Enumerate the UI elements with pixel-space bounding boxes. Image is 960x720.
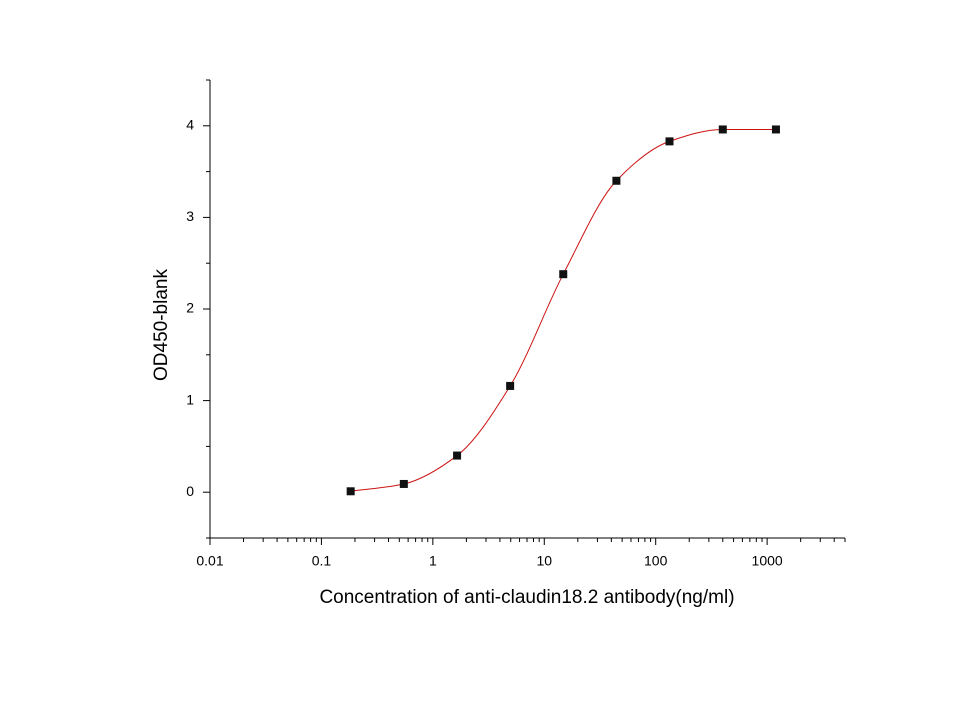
- y-tick-label: 3: [186, 208, 194, 224]
- y-tick-label: 0: [186, 483, 194, 499]
- data-point: [453, 451, 462, 460]
- data-point: [506, 381, 515, 390]
- x-tick-label: 10: [536, 553, 552, 569]
- fit-curve: [350, 128, 776, 492]
- x-tick-label: 1: [429, 553, 437, 569]
- data-point: [771, 125, 780, 134]
- y-axis-title: OD450-blank: [151, 269, 172, 381]
- x-tick-label: 100: [644, 553, 668, 569]
- x-axis-title: Concentration of anti-claudin18.2 antibo…: [319, 587, 734, 608]
- data-point: [718, 125, 727, 134]
- x-tick-label: 1000: [752, 553, 783, 569]
- y-tick-label: 2: [186, 300, 194, 316]
- data-point: [559, 270, 568, 279]
- y-tick-label: 4: [186, 117, 194, 133]
- data-point: [346, 487, 355, 496]
- data-point: [665, 137, 674, 146]
- data-point: [612, 176, 621, 185]
- x-tick-label: 0.1: [312, 553, 332, 569]
- data-point: [399, 479, 408, 488]
- y-tick-label: 1: [186, 391, 194, 407]
- x-tick-label: 0.01: [196, 553, 223, 569]
